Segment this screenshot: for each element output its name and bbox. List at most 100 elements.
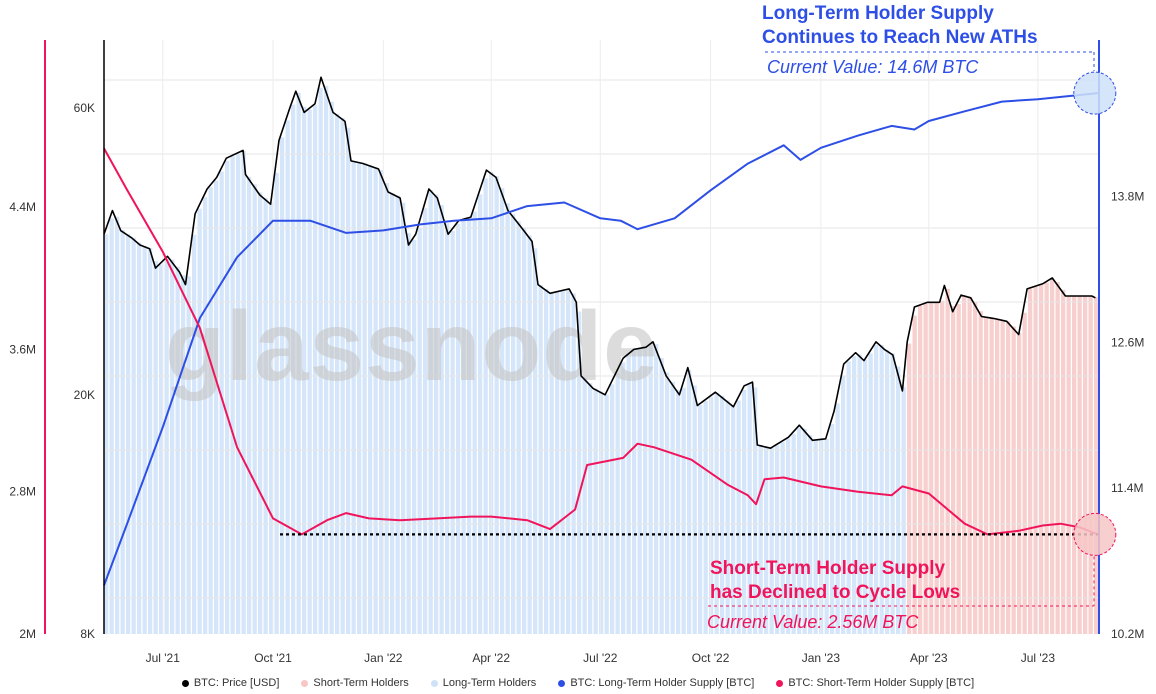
long-term-holders-band xyxy=(654,344,659,634)
long-term-holders-band xyxy=(588,383,593,634)
long-term-holders-band xyxy=(632,350,637,634)
long-term-holders-band xyxy=(214,180,219,634)
short-term-holders-band xyxy=(956,304,961,634)
long-term-holders-band xyxy=(170,259,175,634)
long-term-holders-band xyxy=(208,187,213,634)
long-term-holders-band xyxy=(703,400,708,634)
long-term-holders-band xyxy=(357,162,362,634)
long-term-holders-band xyxy=(665,372,670,634)
legend-item[interactable]: BTC: Long-Term Holder Supply [BTC] xyxy=(558,677,754,689)
short-term-holders-band xyxy=(1077,296,1082,634)
sth-tick-label: 2M xyxy=(19,627,36,641)
long-term-holders-band xyxy=(901,387,906,634)
short-term-holders-band xyxy=(1072,296,1077,634)
long-term-holders-band xyxy=(368,165,373,635)
lth-annotation-subtitle: Current Value: 14.6M BTC xyxy=(767,57,979,77)
short-term-holders-band xyxy=(1088,296,1093,634)
long-term-holders-band xyxy=(714,392,719,634)
short-term-holders-band xyxy=(973,301,978,634)
long-term-holders-band xyxy=(120,230,125,634)
legend-item[interactable]: Long-Term Holders xyxy=(430,677,537,689)
short-term-holders-band xyxy=(1061,289,1066,634)
short-term-holders-band xyxy=(1094,297,1099,634)
long-term-holders-band xyxy=(285,120,290,634)
short-term-holders-band xyxy=(1083,296,1088,634)
x-tick-label: Jan '22 xyxy=(364,651,403,665)
sth-tick-label: 2.8M xyxy=(9,485,36,499)
long-term-holders-band xyxy=(742,389,747,634)
long-term-holders-band xyxy=(428,190,433,634)
long-term-holders-band xyxy=(615,373,620,634)
short-term-holders-band xyxy=(1000,319,1005,634)
long-term-holders-band xyxy=(874,344,879,634)
long-term-holders-band xyxy=(747,384,752,634)
long-term-holders-band xyxy=(159,264,164,634)
series-layer xyxy=(103,76,1099,586)
x-tick-label: Apr '22 xyxy=(472,651,510,665)
long-term-holders-band xyxy=(258,192,263,635)
long-term-holders-band xyxy=(241,151,246,634)
x-tick-label: Jul '22 xyxy=(583,651,618,665)
long-term-holders-band xyxy=(291,104,296,635)
long-term-holders-band xyxy=(362,163,367,634)
long-term-holders-band xyxy=(753,387,758,634)
long-term-holders-band xyxy=(566,289,571,634)
legend-label: Long-Term Holders xyxy=(442,677,537,689)
legend-item[interactable]: BTC: Price [USD] xyxy=(181,677,279,689)
long-term-holders-band xyxy=(142,246,147,634)
long-term-holders-band xyxy=(681,387,686,634)
long-term-holders-band xyxy=(329,101,334,634)
short-term-holders-band xyxy=(989,317,994,634)
short-term-holders-band xyxy=(995,318,1000,634)
short-term-holders-band xyxy=(923,303,928,634)
short-term-holders-band xyxy=(1011,326,1016,634)
short-term-holders-band xyxy=(1039,285,1044,634)
short-term-holders-band xyxy=(978,311,983,634)
long-term-holders-band xyxy=(879,344,884,634)
long-term-holders-band xyxy=(764,446,769,634)
long-term-holders-band xyxy=(401,202,406,634)
long-term-holders-band xyxy=(786,438,791,634)
long-term-holders-band xyxy=(709,396,714,634)
long-term-holders-band xyxy=(219,171,224,634)
long-term-holders-band xyxy=(846,361,851,634)
short-term-holders-band xyxy=(1055,282,1060,634)
long-term-holders-band xyxy=(670,381,675,634)
long-term-holders-band xyxy=(841,376,846,634)
legend-label: BTC: Long-Term Holder Supply [BTC] xyxy=(570,677,755,689)
long-term-holders-band xyxy=(687,370,692,634)
long-term-holders-band xyxy=(137,242,142,634)
short-term-holders-band xyxy=(1044,282,1049,634)
long-term-holders-band xyxy=(830,424,835,634)
long-term-holders-band xyxy=(775,445,780,634)
chart: glassnode 8K 20K 60K 2M 2.8M 3.6M 4.4M 10.2M 11.… xyxy=(9,3,1144,665)
long-term-holders-band xyxy=(863,359,868,634)
legend-label: Short-Term Holders xyxy=(313,677,409,689)
long-term-holders-band xyxy=(725,400,730,634)
long-term-holders-band xyxy=(252,184,257,635)
long-term-holders-band xyxy=(577,311,582,634)
short-term-holders-band xyxy=(912,315,917,634)
annotations-layer: Long-Term Holder Supply Continues to Reac… xyxy=(280,3,1117,632)
short-term-holders-band xyxy=(1006,321,1011,634)
lth-tick-label: 10.2M xyxy=(1111,627,1144,641)
x-tick-label: Jul '23 xyxy=(1021,651,1056,665)
long-term-holders-band xyxy=(857,354,862,634)
legend-item[interactable]: BTC: Short-Term Holder Supply [BTC] xyxy=(776,677,974,689)
short-term-holders-band xyxy=(1022,312,1027,634)
long-term-holders-band xyxy=(621,362,626,634)
long-term-holders-band xyxy=(659,357,664,634)
legend-item[interactable]: Short-Term Holders xyxy=(301,677,409,689)
price-tick-label: 8K xyxy=(80,627,95,641)
long-term-holders-band xyxy=(439,205,444,634)
lth-supply-line xyxy=(103,92,1098,586)
long-term-holders-band xyxy=(247,176,252,634)
long-term-holders-band xyxy=(533,248,538,635)
x-tick-label: Jan '23 xyxy=(802,651,841,665)
legend-swatch-icon xyxy=(181,679,189,687)
long-term-holders-band xyxy=(280,137,285,635)
lth-annotation-title-line1: Long-Term Holder Supply xyxy=(762,3,994,24)
long-term-holders-band xyxy=(395,195,400,634)
long-term-holders-band xyxy=(263,198,268,634)
lth-tick-label: 13.8M xyxy=(1111,189,1144,203)
